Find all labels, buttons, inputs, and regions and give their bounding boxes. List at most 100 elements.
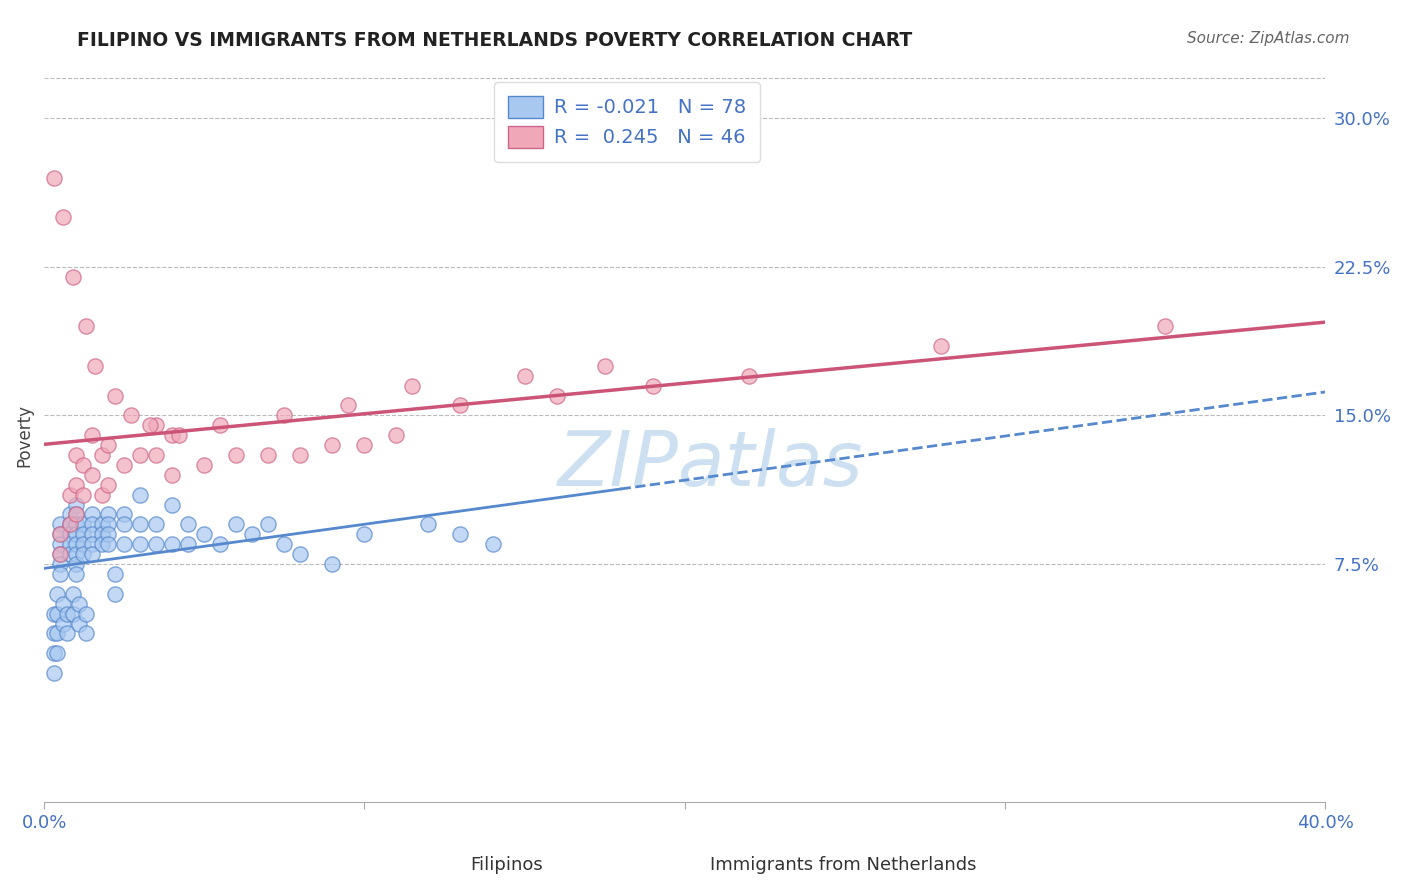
Point bbox=[481, 537, 503, 551]
Point bbox=[49, 517, 72, 532]
Point bbox=[55, 607, 77, 621]
Point bbox=[321, 438, 343, 452]
Point bbox=[45, 646, 67, 660]
Point bbox=[738, 368, 761, 383]
Point bbox=[273, 409, 295, 423]
Point bbox=[209, 418, 232, 433]
Point bbox=[353, 527, 375, 541]
Point bbox=[120, 409, 142, 423]
Point bbox=[90, 488, 112, 502]
Point bbox=[145, 537, 167, 551]
Point bbox=[145, 517, 167, 532]
Point bbox=[193, 458, 215, 472]
Point bbox=[97, 477, 120, 491]
Point bbox=[112, 458, 135, 472]
Point bbox=[59, 527, 82, 541]
Point bbox=[49, 547, 72, 561]
Point bbox=[72, 527, 94, 541]
Point bbox=[240, 527, 263, 541]
Point bbox=[177, 517, 200, 532]
Point bbox=[103, 566, 125, 581]
Point bbox=[290, 448, 312, 462]
Point bbox=[65, 508, 87, 522]
Point bbox=[129, 537, 152, 551]
Point bbox=[52, 597, 75, 611]
Point bbox=[177, 537, 200, 551]
Point bbox=[65, 566, 87, 581]
Point bbox=[42, 666, 65, 681]
Point bbox=[160, 537, 183, 551]
Point bbox=[65, 498, 87, 512]
Point bbox=[49, 547, 72, 561]
Point bbox=[97, 438, 120, 452]
Point bbox=[97, 517, 120, 532]
Point bbox=[65, 547, 87, 561]
Point bbox=[55, 626, 77, 640]
Point bbox=[59, 537, 82, 551]
Point bbox=[90, 448, 112, 462]
Point bbox=[82, 467, 104, 482]
Point bbox=[75, 319, 97, 334]
Point bbox=[59, 517, 82, 532]
Point bbox=[82, 517, 104, 532]
Point bbox=[62, 607, 84, 621]
Point bbox=[112, 508, 135, 522]
Point bbox=[42, 607, 65, 621]
Point bbox=[225, 448, 247, 462]
Point bbox=[82, 428, 104, 442]
Point bbox=[929, 339, 952, 353]
Point bbox=[45, 607, 67, 621]
Point bbox=[401, 378, 423, 392]
Point bbox=[90, 527, 112, 541]
Point bbox=[112, 517, 135, 532]
Point bbox=[90, 517, 112, 532]
Point bbox=[65, 477, 87, 491]
Point bbox=[103, 587, 125, 601]
Point bbox=[72, 458, 94, 472]
Text: Immigrants from Netherlands: Immigrants from Netherlands bbox=[710, 855, 977, 873]
Point bbox=[59, 488, 82, 502]
Point bbox=[167, 428, 190, 442]
Point bbox=[129, 488, 152, 502]
Point bbox=[82, 527, 104, 541]
Text: Filipinos: Filipinos bbox=[470, 855, 543, 873]
Point bbox=[65, 448, 87, 462]
Point bbox=[209, 537, 232, 551]
Point bbox=[418, 517, 440, 532]
Point bbox=[84, 359, 107, 373]
Point bbox=[49, 566, 72, 581]
Point bbox=[49, 527, 72, 541]
Point bbox=[103, 388, 125, 402]
Point bbox=[1154, 319, 1177, 334]
Point bbox=[65, 517, 87, 532]
Point bbox=[67, 597, 90, 611]
Point bbox=[290, 547, 312, 561]
Point bbox=[257, 517, 280, 532]
Point bbox=[82, 537, 104, 551]
Point bbox=[129, 448, 152, 462]
Point bbox=[62, 269, 84, 284]
Point bbox=[65, 537, 87, 551]
Point bbox=[52, 210, 75, 224]
Point bbox=[75, 607, 97, 621]
Point bbox=[273, 537, 295, 551]
Point bbox=[67, 616, 90, 631]
Point bbox=[193, 527, 215, 541]
Point bbox=[321, 557, 343, 571]
Point bbox=[49, 557, 72, 571]
Point bbox=[65, 508, 87, 522]
Point bbox=[45, 626, 67, 640]
Text: Source: ZipAtlas.com: Source: ZipAtlas.com bbox=[1187, 31, 1350, 46]
Point bbox=[160, 428, 183, 442]
Point bbox=[45, 587, 67, 601]
Point bbox=[160, 498, 183, 512]
Point bbox=[72, 547, 94, 561]
Point bbox=[145, 418, 167, 433]
Point bbox=[97, 508, 120, 522]
Point bbox=[90, 537, 112, 551]
Point bbox=[97, 537, 120, 551]
Point bbox=[450, 399, 472, 413]
Point bbox=[139, 418, 162, 433]
Point bbox=[59, 517, 82, 532]
Point bbox=[145, 448, 167, 462]
